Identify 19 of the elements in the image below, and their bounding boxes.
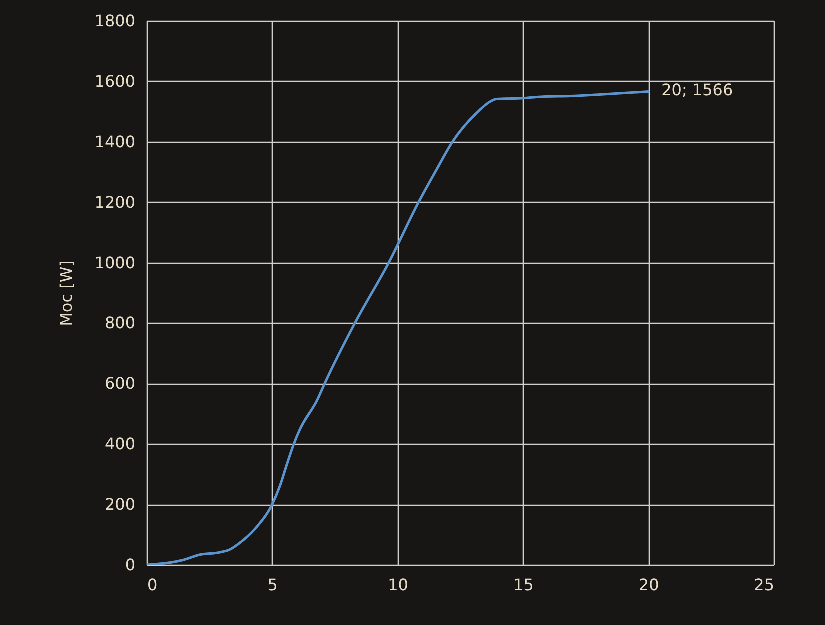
- x-tick-label: 15: [514, 576, 534, 594]
- x-tick-label: 25: [754, 576, 774, 594]
- y-tick-label: 200: [104, 495, 136, 514]
- y-tick-label: 1800: [94, 12, 136, 30]
- y-axis-title: Moc [W]: [56, 260, 76, 326]
- line-series: [147, 90, 650, 565]
- y-tick-label: 400: [104, 434, 136, 454]
- y-tick-label: 1000: [94, 253, 136, 272]
- y-tick-label: 0: [125, 556, 136, 574]
- y-tick-label: 1400: [94, 132, 136, 152]
- x-tick-label: 5: [268, 576, 278, 594]
- y-tick-label: 800: [104, 314, 136, 333]
- y-tick-label: 1600: [94, 72, 136, 91]
- x-tick-label: 10: [388, 576, 408, 594]
- annotation: 20; 1566: [662, 80, 734, 100]
- y-tick-label: 1200: [94, 192, 136, 212]
- y-tick-label: 600: [104, 374, 136, 394]
- x-tick-label: 0: [148, 576, 158, 594]
- x-tick-label: 20: [638, 576, 660, 594]
